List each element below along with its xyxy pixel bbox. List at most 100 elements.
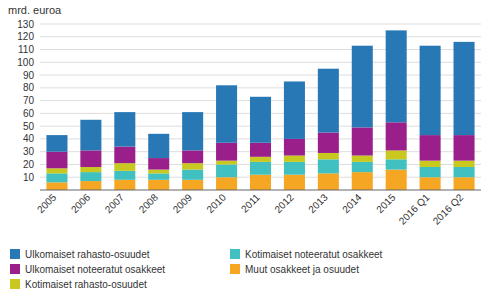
legend-label: Ulkomaiset noteeratut osakkeet (25, 264, 165, 275)
legend: Ulkomaiset rahasto-osuudet Ulkomaiset not… (10, 249, 383, 290)
bar-segment (250, 97, 271, 143)
y-tick-label: 90 (23, 70, 35, 81)
bar-segment (420, 46, 441, 135)
bar-segment (318, 153, 339, 159)
x-tick-label: 2016 Q1 (397, 191, 432, 226)
legend-swatch (10, 249, 20, 259)
bar-segment (318, 69, 339, 133)
bar-segment (114, 112, 135, 146)
grid-line (40, 75, 481, 76)
bar-segment (182, 112, 203, 150)
y-tick-label: 60 (23, 108, 35, 119)
bar-segment (454, 161, 475, 167)
grid-line (40, 49, 481, 50)
bar-segment (386, 30, 407, 122)
bar-segment (386, 170, 407, 190)
bar-segment (148, 170, 169, 174)
bar-segment (46, 168, 67, 173)
y-tick-label: 100 (17, 57, 34, 68)
bar-segment (284, 81, 305, 138)
grid-line (40, 87, 481, 88)
chart: mrd. euroa102030405060708090100110120130… (0, 0, 491, 302)
x-axis-line (40, 190, 481, 191)
x-tick-label: 2013 (306, 191, 330, 215)
x-tick-label: 2014 (340, 191, 364, 215)
legend-label: Muut osakkeet ja osuudet (245, 264, 359, 275)
bar-segment (148, 134, 169, 158)
x-tick-label: 2005 (35, 191, 59, 215)
bar-segment (352, 156, 373, 162)
bar-segment (114, 180, 135, 190)
y-tick-label: 40 (23, 133, 35, 144)
y-tick-label: 130 (17, 19, 34, 30)
bar-segment (148, 173, 169, 179)
bar-segment (148, 180, 169, 190)
bar-segment (250, 162, 271, 175)
bar-segment (182, 163, 203, 169)
bar-segment (250, 175, 271, 190)
bar-segment (46, 173, 67, 182)
x-tick-label: 2008 (137, 191, 161, 215)
bar-segment (182, 170, 203, 180)
legend-swatch (230, 249, 240, 259)
bar-segment (114, 163, 135, 171)
bar-segment (114, 171, 135, 180)
bar-segment (216, 161, 237, 165)
bar-segment (80, 120, 101, 151)
bar-segment (284, 139, 305, 156)
bar-segment (284, 156, 305, 162)
grid-line (40, 24, 481, 25)
bar-segment (318, 173, 339, 190)
bar-segment (318, 133, 339, 153)
legend-swatch (10, 264, 20, 274)
bar-segment (420, 135, 441, 161)
legend-swatch (10, 279, 20, 289)
bar-segment (386, 122, 407, 150)
bar-segment (216, 164, 237, 177)
x-tick-label: 2009 (171, 191, 195, 215)
x-tick-label: 2007 (103, 191, 127, 215)
bar-segment (80, 167, 101, 172)
bar-segment (250, 157, 271, 162)
bar-segment (352, 172, 373, 190)
legend-swatch (230, 264, 240, 274)
y-axis-label: mrd. euroa (8, 4, 62, 16)
y-tick-label: 120 (17, 31, 34, 42)
bar-segment (80, 150, 101, 167)
bar-segment (454, 167, 475, 177)
bar-segment (420, 177, 441, 190)
bar-segment (284, 162, 305, 175)
bar-segment (46, 182, 67, 190)
legend-label: Ulkomaiset rahasto-osuudet (25, 249, 150, 260)
bar-segment (80, 181, 101, 190)
bar-segment (216, 177, 237, 190)
y-tick-label: 10 (23, 172, 35, 183)
x-tick-label: 2006 (69, 191, 93, 215)
grid (40, 24, 481, 177)
x-tick-label: 2010 (204, 191, 228, 215)
x-tick-label: 2016 Q2 (431, 191, 466, 226)
bar-segment (352, 46, 373, 128)
bar-segment (352, 162, 373, 172)
bar-segment (386, 159, 407, 169)
bars (46, 30, 474, 190)
bar-segment (284, 175, 305, 190)
bar-segment (114, 147, 135, 164)
y-tick-label: 50 (23, 121, 35, 132)
y-tick-label: 20 (23, 159, 35, 170)
grid-line (40, 62, 481, 63)
bar-segment (216, 143, 237, 161)
bar-segment (46, 152, 67, 169)
bar-segment (420, 167, 441, 177)
legend-label: Kotimaiset rahasto-osuudet (25, 279, 147, 290)
bar-segment (216, 85, 237, 142)
bar-segment (250, 143, 271, 157)
y-tick-label: 30 (23, 146, 35, 157)
y-tick-label: 80 (23, 82, 35, 93)
x-tick-label: 2012 (272, 191, 296, 215)
chart-container: mrd. euroa102030405060708090100110120130… (0, 0, 491, 302)
y-tick-label: 110 (18, 44, 34, 55)
y-tick-label: 70 (23, 95, 35, 106)
bar-segment (182, 180, 203, 190)
x-tick-label: 2011 (239, 191, 262, 214)
